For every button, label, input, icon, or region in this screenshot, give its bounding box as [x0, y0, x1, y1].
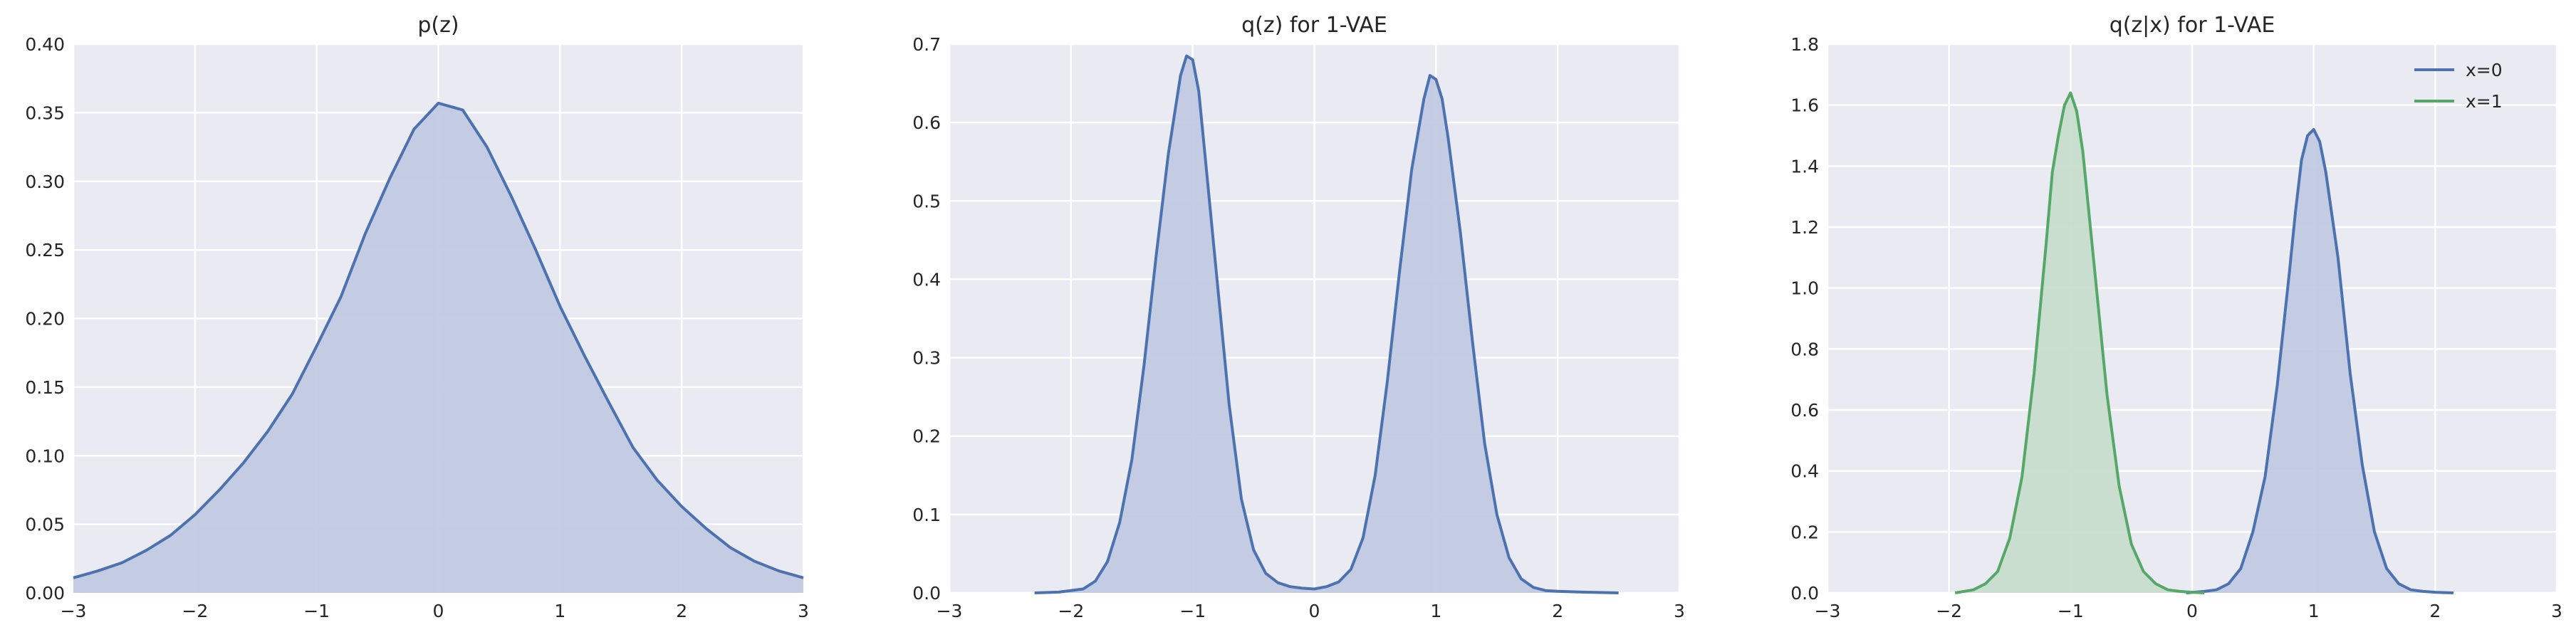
y-tick-label: 0.25 [25, 240, 65, 261]
y-tick-label: 1.8 [1790, 34, 1819, 55]
y-tick-label: 0.8 [1790, 339, 1819, 359]
y-tick-label: 0.7 [912, 34, 941, 55]
x-tick-label: 2 [2429, 601, 2441, 621]
chart-title: p(z) [417, 13, 459, 38]
y-tick-label: 0.6 [912, 112, 941, 133]
x-tick-label: −3 [61, 601, 87, 621]
y-tick-label: 0.1 [912, 505, 941, 525]
y-tick-label: 0.5 [912, 191, 941, 211]
y-tick-label: 0.0 [1790, 583, 1819, 604]
legend-label: x=1 [2466, 91, 2503, 112]
y-tick-label: 1.6 [1790, 95, 1819, 116]
series-line-x=1 [1954, 91, 2205, 594]
y-tick-label: 1.2 [1790, 217, 1819, 238]
x-tick-label: −2 [182, 601, 208, 621]
y-tick-label: 0.30 [25, 172, 65, 192]
y-tick-label: 0.00 [25, 583, 65, 604]
series-line-density [73, 101, 804, 579]
series-area-x=1 [1955, 93, 2205, 593]
x-tick-label: −3 [1815, 601, 1841, 621]
x-tick-label: −1 [303, 601, 330, 621]
y-tick-label: 0.2 [1790, 522, 1819, 542]
y-tick-label: 0.2 [912, 426, 941, 447]
x-tick-label: 2 [676, 601, 687, 621]
y-tick-label: 0.05 [25, 515, 65, 535]
y-tick-label: 0.4 [1790, 461, 1819, 482]
x-tick-label: 1 [1430, 601, 1441, 621]
chart-panel-p-z: −3 −2 −1 0 1 2 3 0.00 0.05 0.10 0.15 0.20 0.25 0.30 0.… [25, 13, 809, 621]
y-tick-label: 0.10 [25, 446, 65, 466]
chart-panel-q-z-given-x: −3 −2 −1 0 1 2 3 0.0 0.2 0.4 0.6 0.8 1.0 1.2 1.4 1.6 1.8… [1790, 13, 2562, 621]
series-line-density [1034, 54, 1619, 594]
y-tick-label: 0.15 [25, 377, 65, 398]
y-tick-label: 0.4 [912, 269, 941, 290]
series-area-x=0 [2186, 129, 2454, 593]
x-tick-label: −1 [1179, 601, 1206, 621]
chart-panel-q-z: −3 −2 −1 0 1 2 3 0.0 0.1 0.2 0.3 0.4 0.5 0.6 0.7 q(z) f… [912, 13, 1685, 621]
series-line-x=0 [2186, 127, 2454, 594]
x-tick-label: 1 [2308, 601, 2320, 621]
x-tick-label: 2 [1552, 601, 1563, 621]
y-tick-label: 0.40 [25, 34, 65, 55]
y-tick-label: 0.20 [25, 309, 65, 330]
y-tick-label: 1.4 [1790, 156, 1819, 177]
x-tick-label: −3 [937, 601, 963, 621]
x-tick-label: 0 [2186, 601, 2198, 621]
y-tick-label: 0.35 [25, 102, 65, 123]
x-tick-label: −1 [2058, 601, 2084, 621]
series-area-density [1034, 56, 1619, 593]
chart-title: q(z) for 1-VAE [1241, 13, 1387, 38]
x-tick-label: −2 [1058, 601, 1084, 621]
x-tick-label: 0 [433, 601, 444, 621]
x-tick-label: 3 [1674, 601, 1685, 621]
x-tick-label: 1 [554, 601, 565, 621]
x-tick-label: 3 [2551, 601, 2562, 621]
x-tick-label: −2 [1936, 601, 1962, 621]
y-tick-label: 0.3 [912, 348, 941, 369]
y-tick-label: 1.0 [1790, 278, 1819, 299]
legend-label: x=0 [2466, 60, 2503, 80]
series-area-density [73, 102, 803, 593]
chart-title: q(z|x) for 1-VAE [2110, 13, 2275, 38]
x-tick-label: 0 [1309, 601, 1320, 621]
y-tick-label: 0.6 [1790, 400, 1819, 421]
y-tick-label: 0.0 [912, 583, 941, 604]
x-tick-label: 3 [798, 601, 809, 621]
